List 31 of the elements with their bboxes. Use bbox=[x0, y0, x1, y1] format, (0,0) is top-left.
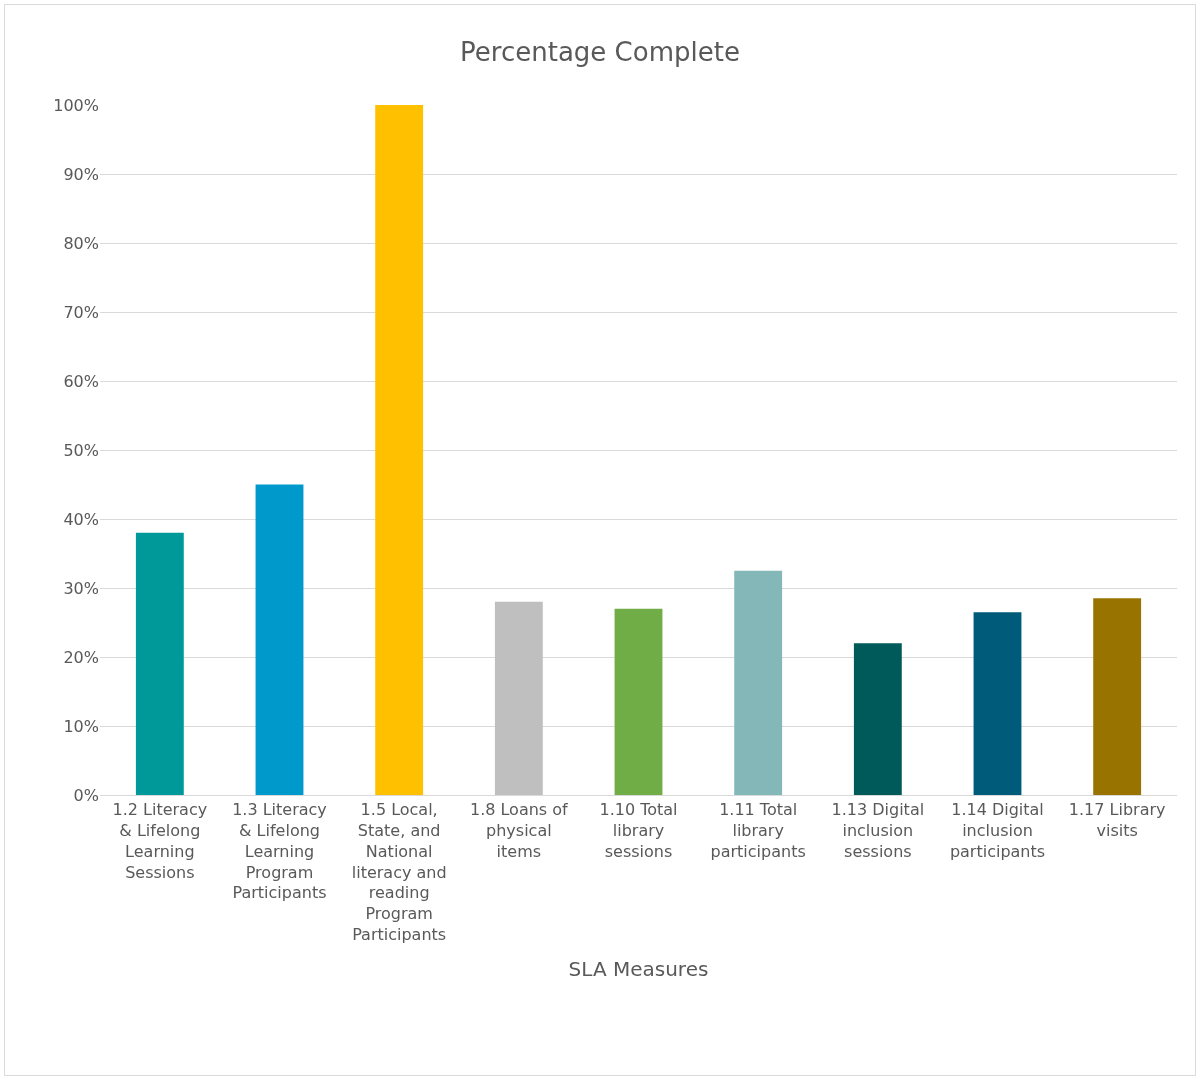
y-tick-label: 50% bbox=[63, 440, 99, 460]
bar bbox=[135, 532, 184, 795]
x-tick-label: 1.3 Literacy & Lifelong Learning Program Participants bbox=[232, 800, 327, 903]
x-tick-label: 1.17 Library visits bbox=[1068, 800, 1166, 840]
y-tick-label: 0% bbox=[73, 785, 99, 805]
bar bbox=[1093, 598, 1142, 795]
x-axis-title: SLA Measures bbox=[568, 956, 709, 981]
x-tick-label: 1.10 Total library sessions bbox=[599, 800, 678, 861]
y-tick-label: 90% bbox=[63, 164, 99, 184]
y-tick-label: 40% bbox=[63, 509, 99, 529]
bar bbox=[734, 570, 783, 795]
y-tick-label: 70% bbox=[63, 302, 99, 322]
y-tick-label: 20% bbox=[63, 647, 99, 667]
x-tick-label: 1.13 Digital inclusion sessions bbox=[831, 800, 925, 861]
x-tick-label: 1.8 Loans of physical items bbox=[469, 800, 569, 861]
chart-title: Percentage Complete bbox=[460, 36, 740, 67]
x-tick-label: 1.11 Total library participants bbox=[710, 800, 806, 861]
bar bbox=[255, 484, 304, 795]
y-tick-label: 80% bbox=[63, 233, 99, 253]
x-tick-label: 1.14 Digital inclusion participants bbox=[949, 800, 1046, 861]
x-tick-label: 1.2 Literacy & Lifelong Learning Sessions bbox=[112, 800, 208, 882]
bar bbox=[973, 612, 1022, 795]
y-tick-label: 30% bbox=[63, 578, 99, 598]
bar bbox=[853, 643, 902, 795]
y-tick-label: 10% bbox=[63, 716, 99, 736]
y-tick-label: 100% bbox=[53, 95, 99, 115]
x-tick-label: 1.5 Local, State, and National literacy and reading Program Participants bbox=[351, 800, 447, 944]
bar bbox=[614, 608, 663, 795]
y-tick-label: 60% bbox=[63, 371, 99, 391]
bar bbox=[494, 601, 543, 795]
bar bbox=[375, 105, 424, 795]
